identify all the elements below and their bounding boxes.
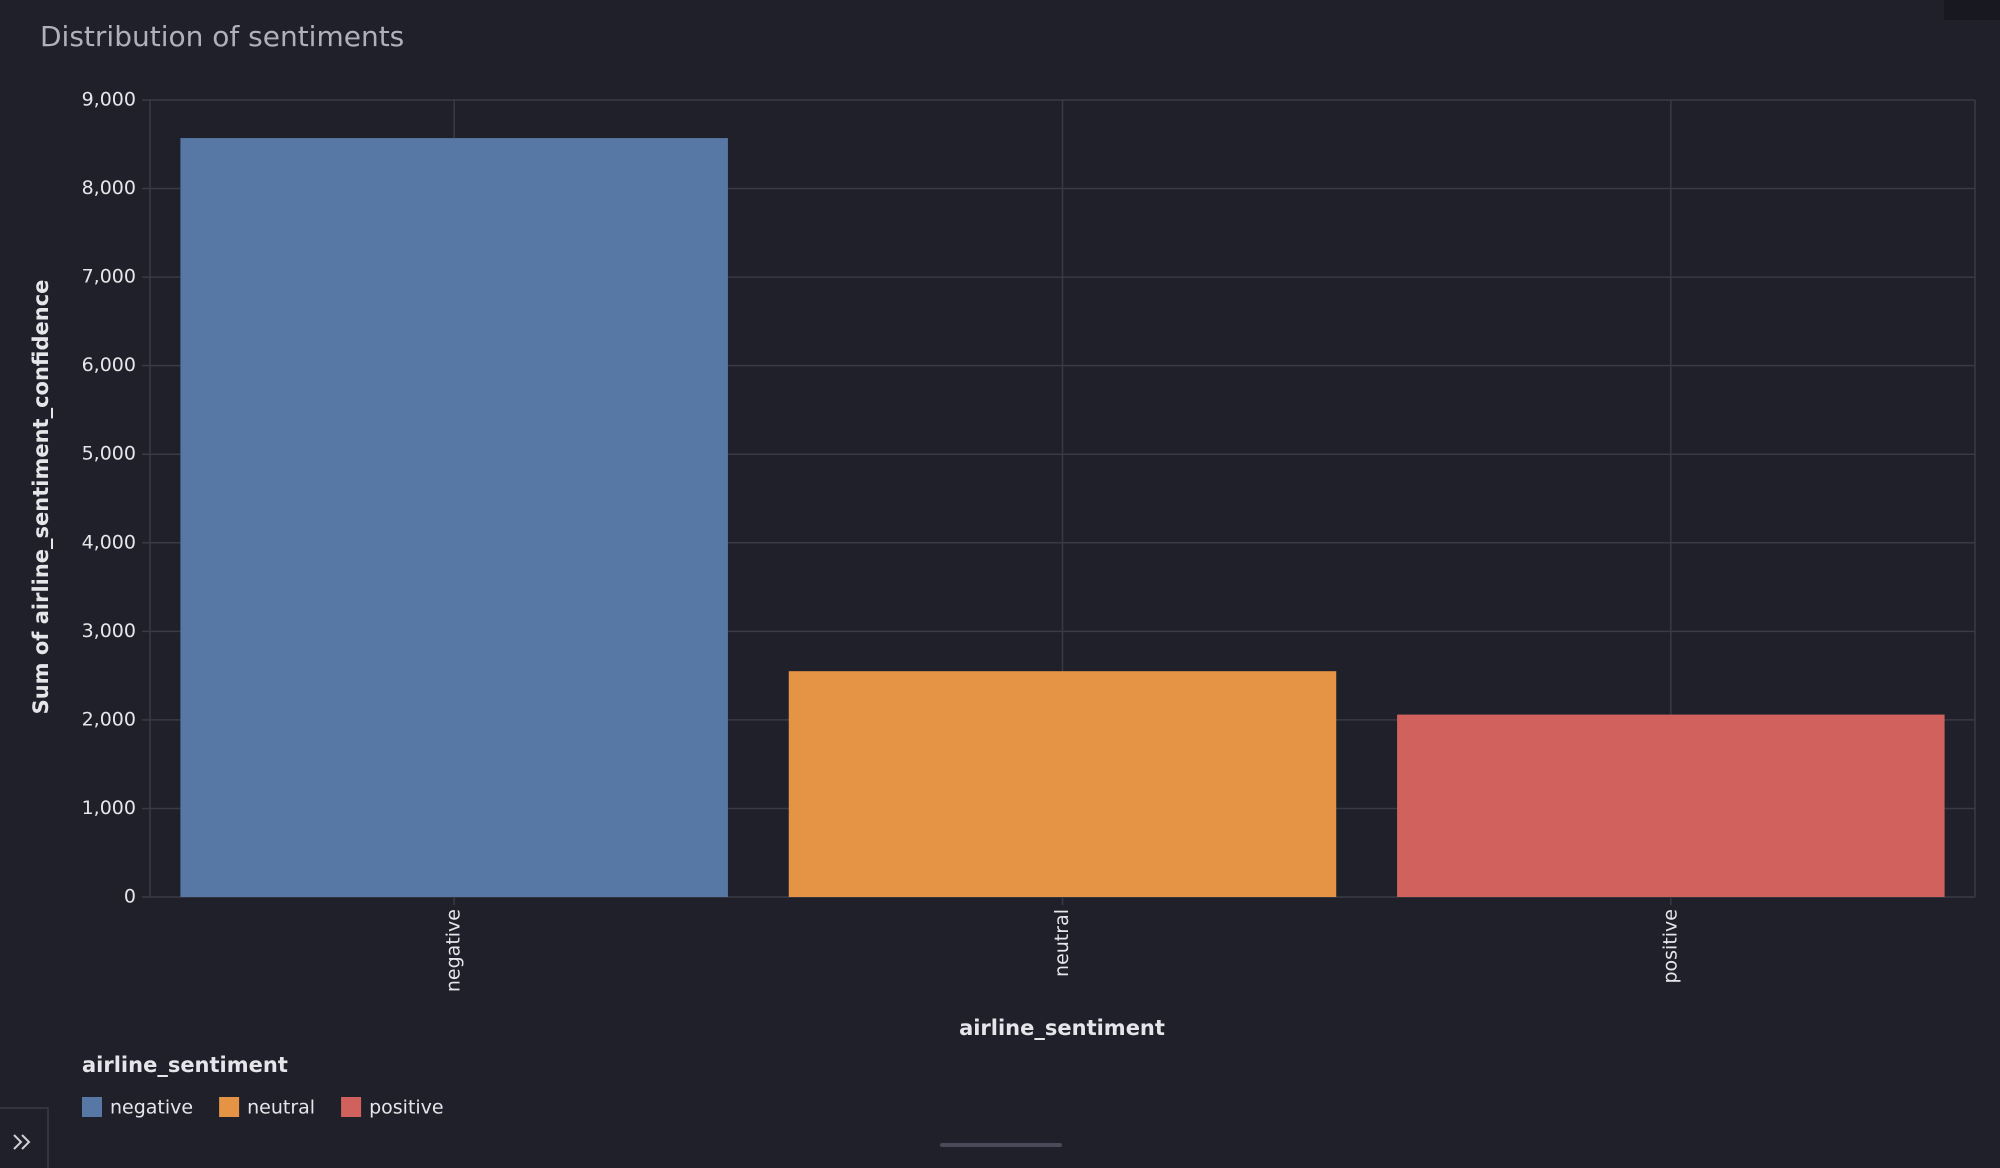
y-tick-label: 6,000 — [82, 354, 136, 376]
legend-swatch — [219, 1097, 240, 1117]
legend-label: negative — [110, 1097, 193, 1119]
chart-title: Distribution of sentiments — [40, 20, 404, 53]
y-tick-label: 0 — [124, 886, 136, 908]
legend-swatch — [341, 1097, 362, 1117]
x-tick-label: negative — [443, 909, 465, 992]
y-axis-title: Sum of airline_sentiment_confidence — [29, 280, 53, 715]
legend-title: airline_sentiment — [82, 1053, 288, 1077]
x-tick-label: neutral — [1051, 909, 1073, 977]
legend-label: positive — [369, 1097, 444, 1119]
y-tick-label: 3,000 — [82, 620, 136, 642]
bar — [1397, 714, 1945, 897]
x-tick-label: positive — [1659, 909, 1681, 984]
legend-label: neutral — [247, 1097, 315, 1119]
bar — [180, 138, 728, 898]
y-tick-label: 2,000 — [82, 708, 136, 730]
y-tick-label: 7,000 — [82, 266, 136, 288]
bar — [788, 671, 1337, 897]
y-tick-label: 8,000 — [82, 177, 136, 199]
resize-handle[interactable] — [940, 1143, 1062, 1147]
y-tick-label: 4,000 — [82, 531, 136, 553]
x-axis-title: airline_sentiment — [959, 1016, 1165, 1040]
y-tick-label: 1,000 — [82, 797, 136, 819]
legend-swatch — [82, 1097, 102, 1117]
y-tick-label: 5,000 — [82, 443, 136, 465]
corner-button[interactable] — [1944, 0, 2000, 20]
sidebar-toggle[interactable] — [0, 1107, 49, 1168]
y-tick-label: 9,000 — [82, 89, 136, 111]
